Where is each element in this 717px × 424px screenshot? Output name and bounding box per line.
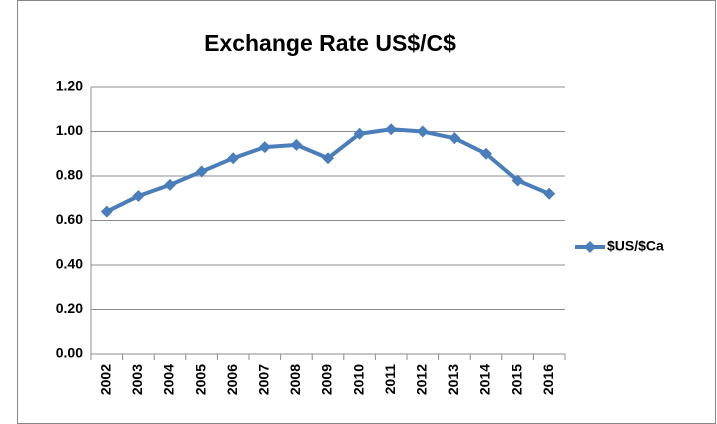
marker [543, 187, 556, 200]
x-tick-label: 2015 [508, 364, 524, 395]
x-tick-label: 2008 [287, 364, 303, 395]
chart-title: Exchange Rate US$/C$ [204, 30, 456, 56]
marker [353, 127, 366, 140]
y-tick-label: 0.80 [56, 167, 83, 183]
x-tick-label: 2004 [161, 364, 177, 395]
y-tick-label: 1.20 [56, 78, 83, 94]
x-tick-label: 2002 [98, 364, 114, 395]
marker [511, 174, 524, 187]
x-tick-label: 2012 [414, 364, 430, 395]
y-tick-label: 0.00 [56, 345, 83, 361]
marker [322, 152, 334, 165]
marker [448, 132, 461, 145]
x-tick-label: 2006 [224, 364, 240, 395]
x-tick-label: 2011 [382, 364, 398, 395]
marker [227, 152, 240, 165]
x-tick-label: 2013 [445, 364, 461, 395]
y-tick-label: 0.40 [56, 256, 83, 272]
marker [100, 205, 113, 218]
x-tick-label: 2005 [192, 364, 208, 395]
marker [132, 190, 145, 203]
x-tick-label: 2009 [319, 364, 335, 395]
legend-marker [584, 241, 596, 253]
marker [480, 147, 492, 160]
x-tick-label: 2014 [477, 364, 493, 395]
chart-frame [17, 0, 716, 424]
marker [164, 178, 176, 191]
marker [290, 138, 303, 151]
y-tick-label: 1.00 [56, 122, 83, 138]
x-tick-label: 2010 [350, 364, 366, 395]
x-tick-label: 2007 [256, 364, 272, 395]
legend-label: $US/$Ca [607, 238, 664, 254]
x-tick-label: 2016 [540, 364, 556, 395]
y-tick-label: 0.60 [56, 211, 83, 227]
marker [385, 123, 398, 136]
marker [258, 141, 271, 154]
y-tick-label: 0.20 [56, 300, 83, 316]
x-tick-label: 2003 [129, 364, 145, 395]
marker [195, 165, 208, 178]
marker [416, 125, 429, 138]
